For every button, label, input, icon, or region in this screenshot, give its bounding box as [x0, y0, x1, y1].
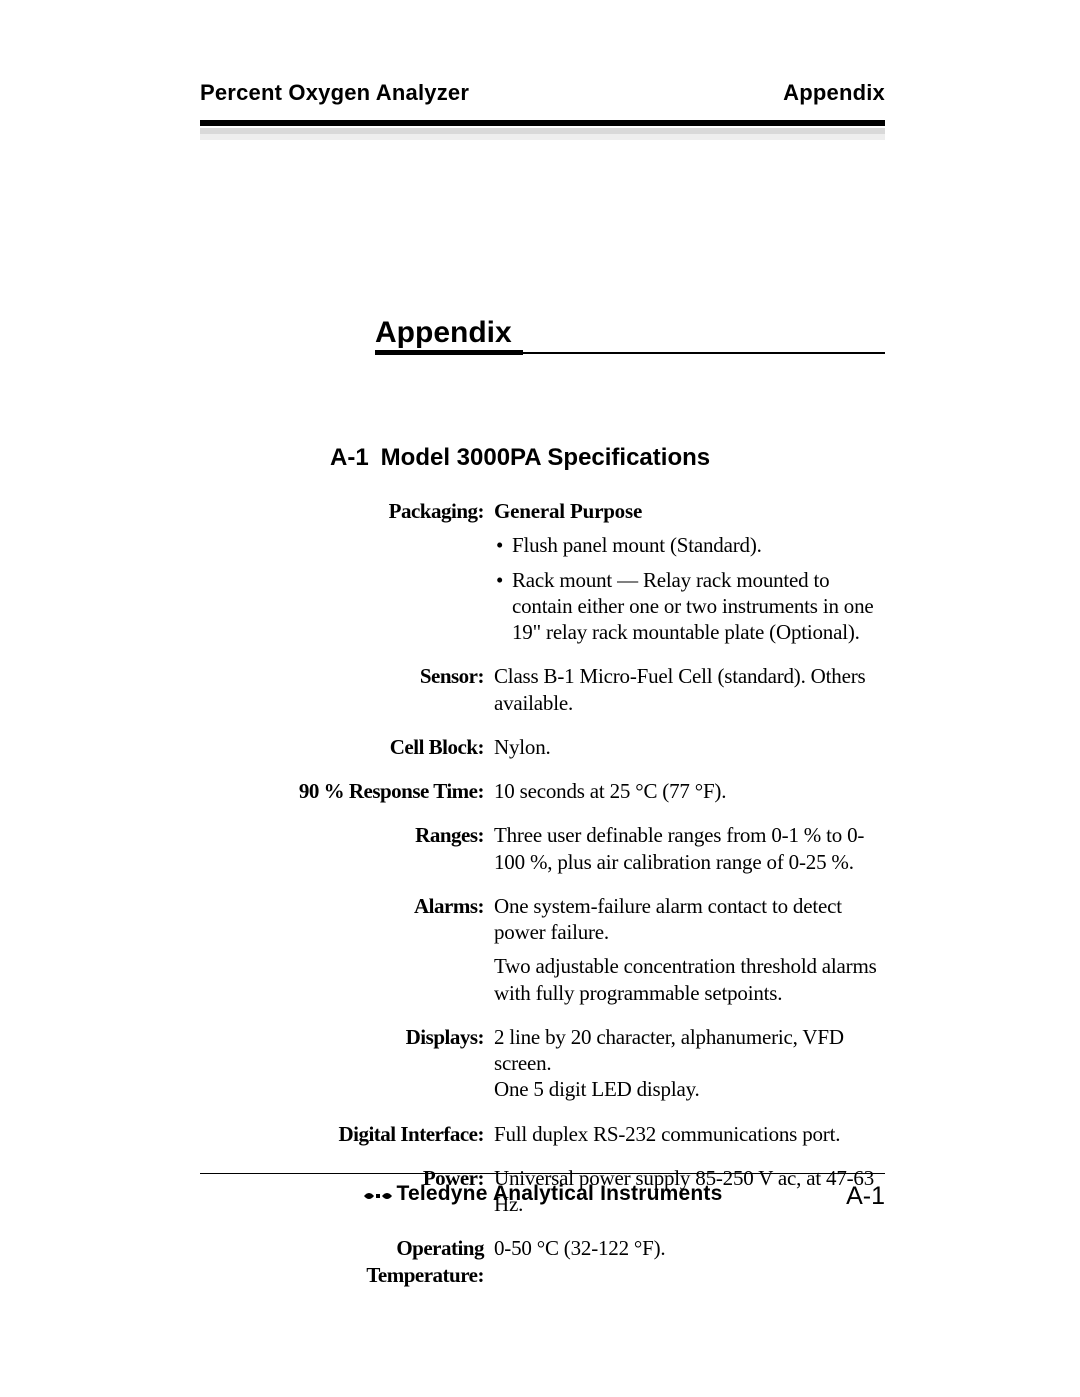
- spec-paragraph: 10 seconds at 25 °C (77 °F).: [494, 778, 882, 804]
- appendix-title-underline: [375, 350, 885, 356]
- running-head-left: Percent Oxygen Analyzer: [200, 80, 469, 106]
- spec-row: Ranges:Three user definable ranges from …: [282, 822, 882, 883]
- spec-bullet-list: Flush panel mount (Standard). Rack mount …: [494, 532, 882, 645]
- spec-value: Full duplex RS-232 communications port.: [494, 1121, 882, 1155]
- section-name: Model 3000PA Specifications: [381, 444, 710, 471]
- spec-value: Class B-1 Micro-Fuel Cell (standard). Ot…: [494, 663, 882, 724]
- section-title: A-1 Model 3000PA Specifications: [330, 444, 885, 472]
- spec-label: 90 % Response Time:: [282, 778, 494, 804]
- spec-paragraph: Two adjustable concentration threshold a…: [494, 953, 882, 1006]
- spec-row: Alarms:One system-failure alarm contact …: [282, 893, 882, 1014]
- spec-table: Packaging:General Purpose Flush panel mou…: [282, 498, 882, 1288]
- spec-value: Three user definable ranges from 0-1 % t…: [494, 822, 882, 883]
- appendix-title: Appendix: [375, 316, 512, 352]
- page-footer: Teledyne Analytical Instruments A-1: [200, 1173, 885, 1212]
- spec-row: Digital Interface:Full duplex RS-232 com…: [282, 1121, 882, 1155]
- spec-label: Packaging:: [282, 498, 494, 524]
- spec-row: Cell Block:Nylon.: [282, 734, 882, 768]
- spec-row: Sensor:Class B-1 Micro-Fuel Cell (standa…: [282, 663, 882, 724]
- spec-label: Alarms:: [282, 893, 494, 919]
- spec-value: 0-50 °C (32-122 °F).: [494, 1235, 882, 1269]
- spec-value-lead: General Purpose: [494, 499, 642, 523]
- spec-row: 90 % Response Time:10 seconds at 25 °C (…: [282, 778, 882, 812]
- running-head-right: Appendix: [783, 80, 885, 106]
- footer-rule: [200, 1173, 885, 1175]
- spec-row: Packaging:General Purpose Flush panel mou…: [282, 498, 882, 653]
- spec-paragraph: 2 line by 20 character, alphanumeric, VF…: [494, 1024, 882, 1103]
- spec-paragraph: 0-50 °C (32-122 °F).: [494, 1235, 882, 1261]
- spec-paragraph: Three user definable ranges from 0-1 % t…: [494, 822, 882, 875]
- spec-label: Displays:: [282, 1024, 494, 1050]
- footer-page-number: A-1: [846, 1182, 885, 1211]
- spec-label: Sensor:: [282, 663, 494, 689]
- running-head: Percent Oxygen Analyzer Appendix: [200, 80, 885, 106]
- spec-paragraph: Nylon.: [494, 734, 882, 760]
- spec-value: 10 seconds at 25 °C (77 °F).: [494, 778, 882, 812]
- spec-paragraph: One system-failure alarm contact to dete…: [494, 893, 882, 946]
- spec-value: General Purpose Flush panel mount (Standa…: [494, 498, 882, 653]
- spec-label: Ranges:: [282, 822, 494, 848]
- footer-company: Teledyne Analytical Instruments: [200, 1182, 885, 1209]
- section-number: A-1: [330, 444, 369, 471]
- spec-paragraph: Class B-1 Micro-Fuel Cell (standard). Ot…: [494, 663, 882, 716]
- spec-label: Operating Temperature:: [282, 1235, 494, 1288]
- company-logo-icon: [363, 1185, 393, 1209]
- spec-label: Cell Block:: [282, 734, 494, 760]
- spec-bullet: Flush panel mount (Standard).: [494, 532, 882, 558]
- header-rule: [200, 120, 885, 126]
- spec-paragraph: Full duplex RS-232 communications port.: [494, 1121, 882, 1147]
- spec-label: Digital Interface:: [282, 1121, 494, 1147]
- footer-company-text: Teledyne Analytical Instruments: [397, 1182, 723, 1205]
- page: Percent Oxygen Analyzer Appendix Appendi…: [0, 0, 1080, 1397]
- spec-row: Displays:2 line by 20 character, alphanu…: [282, 1024, 882, 1111]
- spec-value: 2 line by 20 character, alphanumeric, VF…: [494, 1024, 882, 1111]
- spec-value: Nylon.: [494, 734, 882, 768]
- appendix-title-block: Appendix: [375, 316, 885, 356]
- spec-value: One system-failure alarm contact to dete…: [494, 893, 882, 1014]
- spec-row: Operating Temperature:0-50 °C (32-122 °F…: [282, 1235, 882, 1288]
- spec-bullet: Rack mount — Relay rack mounted to conta…: [494, 567, 882, 646]
